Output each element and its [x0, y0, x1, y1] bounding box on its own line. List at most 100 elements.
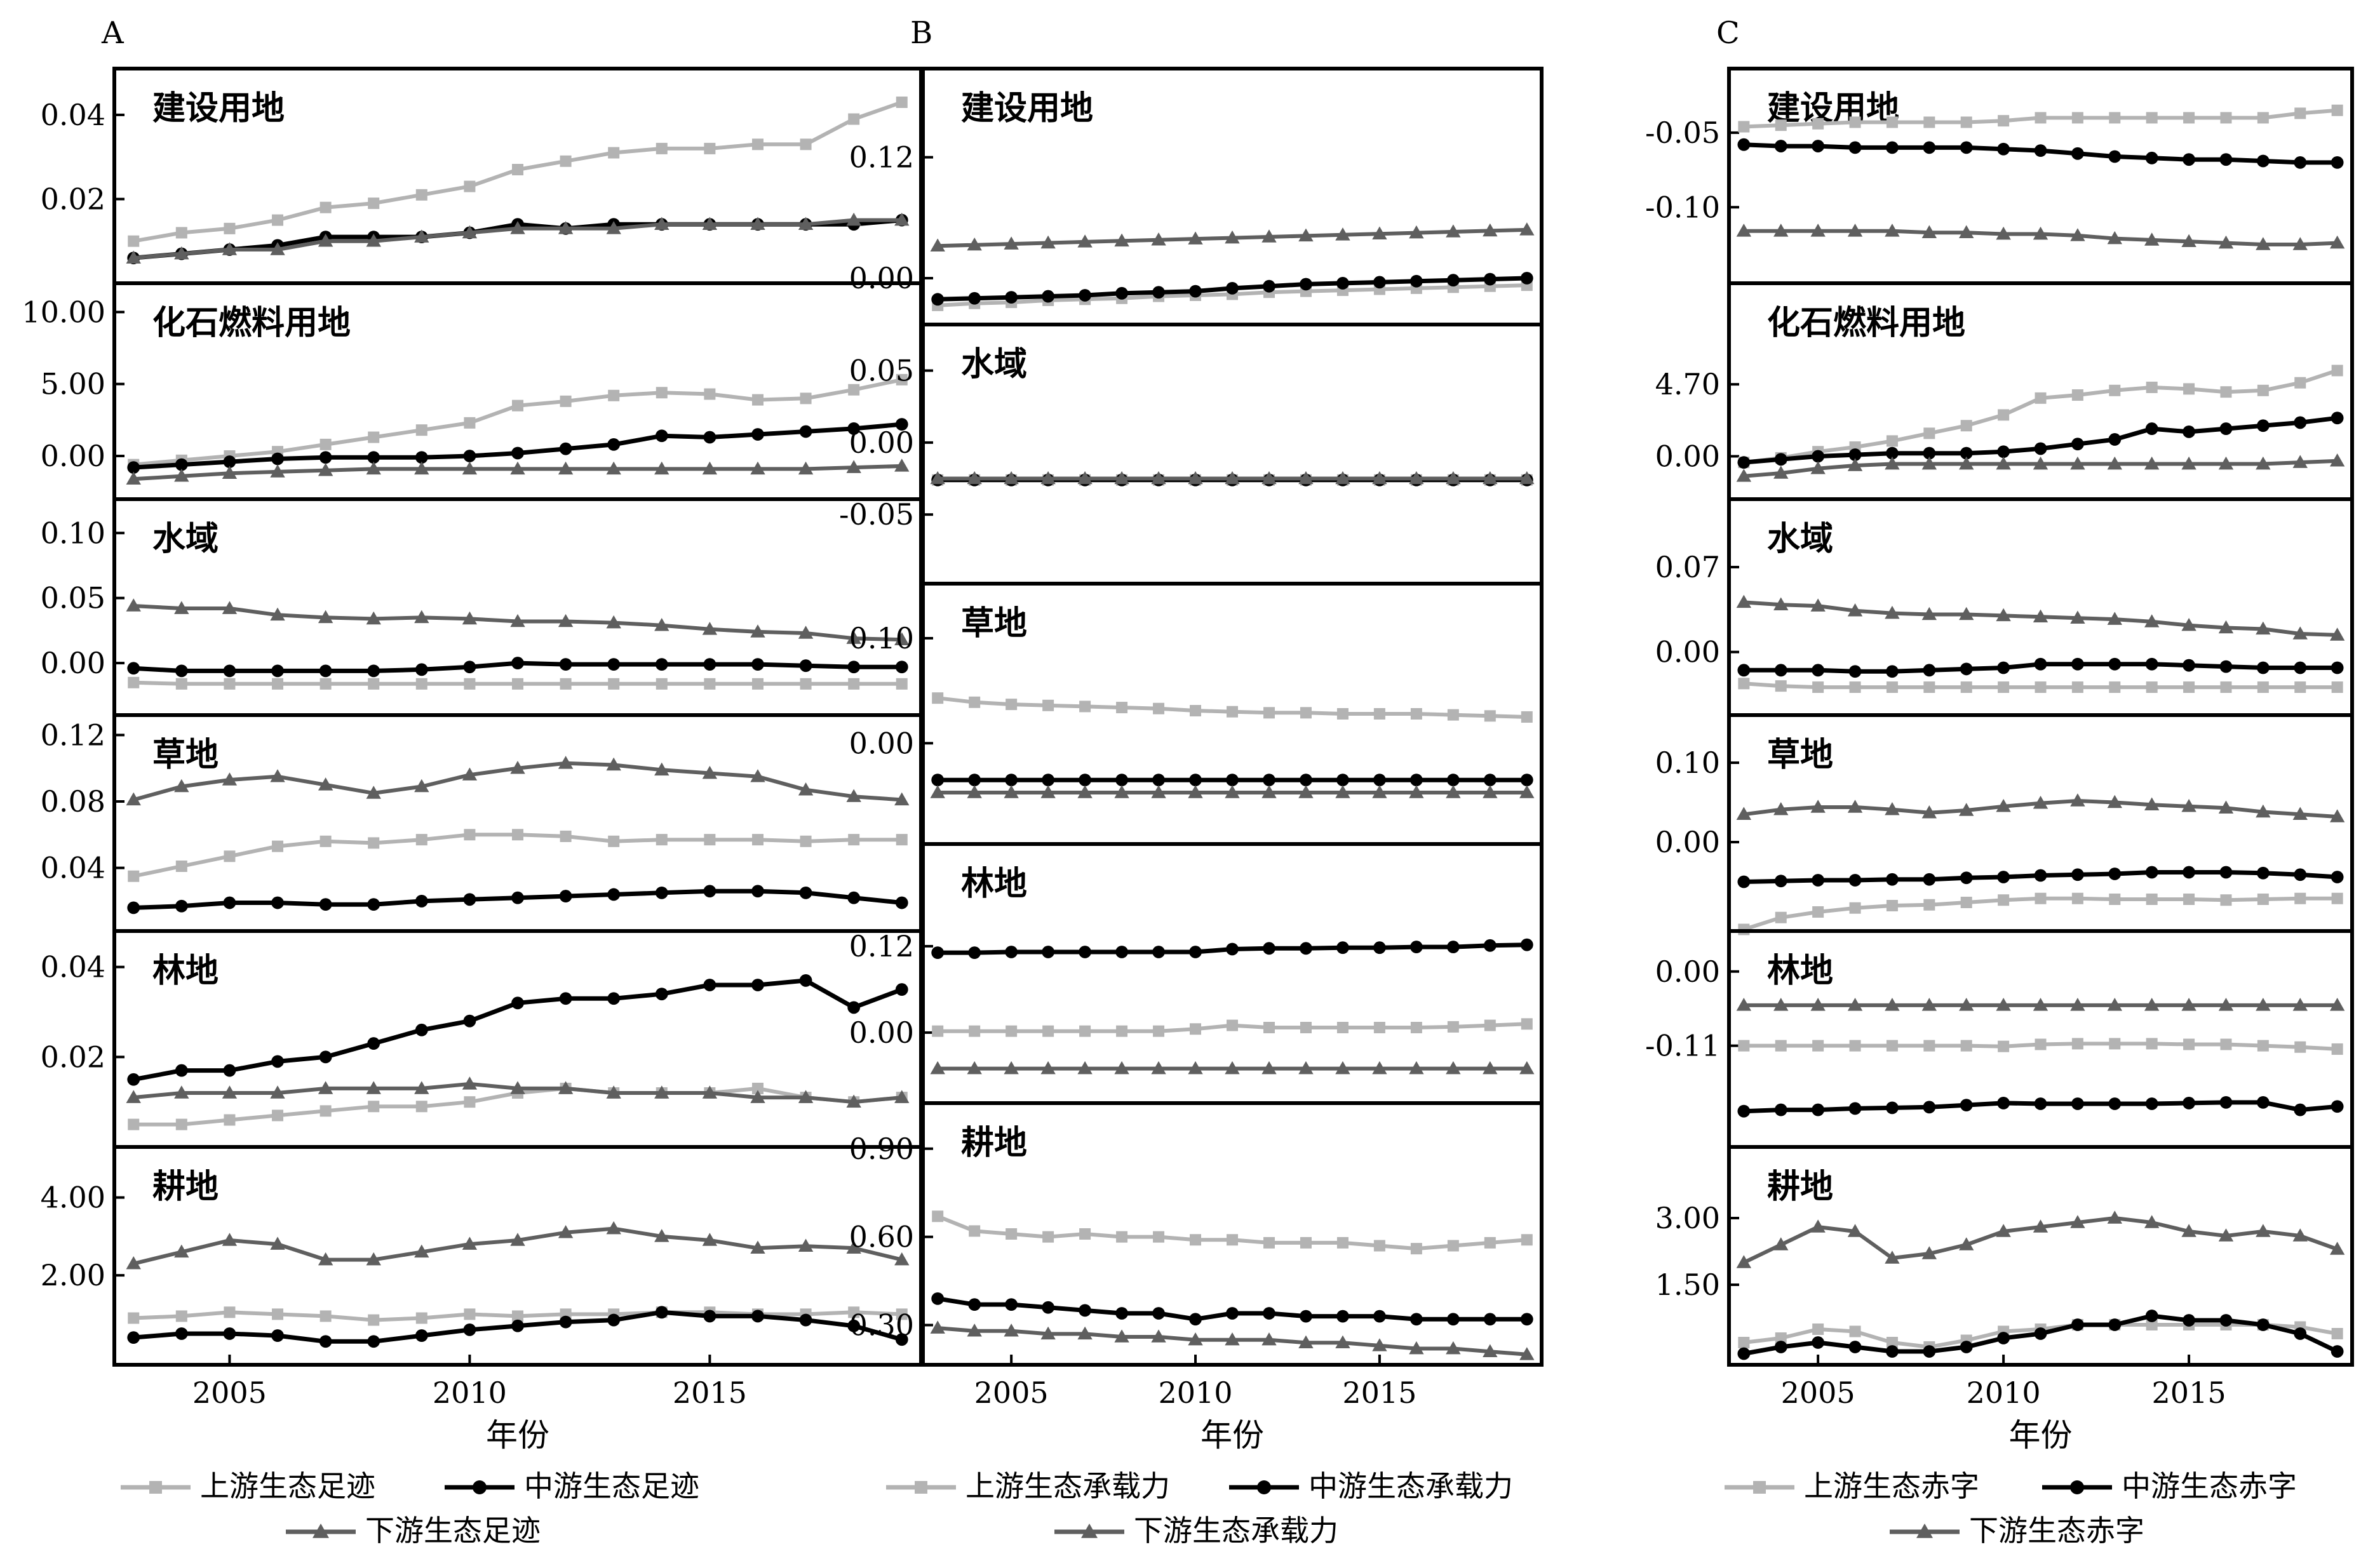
data-point-midstream	[2183, 866, 2195, 879]
data-point-downstream	[1519, 1347, 1535, 1360]
data-point-downstream	[1885, 224, 1900, 237]
data-point-midstream	[1848, 448, 1862, 461]
data-point-downstream	[1483, 1061, 1498, 1075]
data-point-upstream	[1190, 1023, 1202, 1035]
data-point-midstream	[2145, 657, 2158, 671]
data-point-midstream	[127, 461, 140, 474]
data-point-downstream	[1483, 223, 1498, 237]
data-point-midstream	[271, 1055, 284, 1068]
subplot-B-2: 水域 -0.05 0.00 0.05	[839, 323, 1544, 586]
data-point-upstream	[1923, 1040, 1935, 1052]
data-point-downstream	[2329, 809, 2345, 822]
data-point-midstream	[1520, 1313, 1533, 1326]
legend-marker-downstream	[1081, 1524, 1098, 1538]
data-point-upstream	[1227, 706, 1238, 718]
data-point-midstream	[655, 988, 668, 1001]
data-point-midstream	[2183, 1097, 2195, 1109]
data-point-midstream	[2071, 147, 2084, 160]
data-point-midstream	[1152, 286, 1165, 299]
data-point-midstream	[1886, 1101, 1899, 1115]
data-point-downstream	[2256, 1224, 2271, 1237]
data-point-upstream	[1998, 1040, 2010, 1052]
data-point-downstream	[1959, 225, 1974, 238]
data-point-upstream	[800, 138, 812, 151]
data-point-midstream	[559, 890, 572, 902]
data-point-downstream	[2218, 998, 2234, 1011]
data-point-downstream	[1372, 785, 1387, 798]
data-point-midstream	[2219, 422, 2233, 435]
data-point-upstream	[560, 395, 572, 407]
data-point-upstream	[1998, 115, 2010, 127]
data-point-upstream	[1336, 1236, 1349, 1249]
series-line-midstream	[1744, 415, 2338, 465]
data-point-upstream	[1079, 1228, 1091, 1240]
data-point-upstream	[2331, 681, 2343, 694]
data-point-upstream	[1812, 681, 1824, 694]
data-point-downstream	[1188, 231, 1203, 245]
data-point-midstream	[1923, 1101, 1936, 1114]
data-point-downstream	[1996, 998, 2011, 1011]
legend-label: 下游生态赤字	[1969, 1513, 2144, 1548]
data-point-midstream	[799, 1313, 812, 1327]
data-point-upstream	[272, 678, 284, 690]
data-point-downstream	[2033, 796, 2048, 809]
subplot-title: 水域	[152, 520, 219, 558]
data-point-midstream	[1886, 446, 1899, 460]
data-point-midstream	[223, 1064, 236, 1077]
data-point-midstream	[1115, 774, 1128, 787]
data-point-midstream	[1005, 946, 1018, 958]
data-point-midstream	[223, 455, 236, 468]
data-point-midstream	[559, 442, 572, 455]
data-point-midstream	[931, 774, 945, 787]
data-point-downstream	[1077, 1326, 1093, 1340]
data-point-downstream	[1298, 1335, 1314, 1349]
data-point-upstream	[512, 399, 523, 412]
data-point-upstream	[608, 678, 620, 690]
x-tick-label: 2015	[1342, 1376, 1416, 1410]
legend-marker-upstream	[149, 1481, 162, 1494]
data-point-upstream	[1263, 1236, 1275, 1249]
data-point-midstream	[2071, 868, 2084, 881]
chart-panel-A: A 建设用地 0.02 0.04 化石燃料用地 0.00 5.00 10.00 水域 0.00 0.…	[22, 15, 923, 1548]
data-point-downstream	[2033, 609, 2048, 623]
data-point-downstream	[174, 601, 189, 614]
data-point-downstream	[558, 613, 574, 627]
data-point-midstream	[1737, 456, 1751, 469]
data-point-upstream	[464, 1308, 476, 1320]
data-point-downstream	[654, 461, 669, 475]
data-point-upstream	[464, 678, 476, 690]
data-point-downstream	[1004, 1323, 1019, 1337]
data-point-downstream	[2144, 797, 2160, 811]
y-tick-label: 0.12	[849, 929, 914, 963]
data-point-midstream	[931, 1292, 945, 1305]
data-point-downstream	[174, 1085, 189, 1099]
data-point-downstream	[1188, 785, 1203, 798]
x-axis-title: 年份	[2009, 1417, 2073, 1454]
data-point-downstream	[2329, 627, 2345, 641]
data-point-midstream	[2145, 1097, 2158, 1110]
data-point-midstream	[895, 660, 908, 674]
data-point-downstream	[1519, 785, 1535, 798]
subplot-A-2: 化石燃料用地 0.00 5.00 10.00	[22, 281, 923, 501]
data-point-downstream	[2107, 998, 2122, 1011]
data-point-upstream	[1447, 709, 1459, 721]
data-point-downstream	[930, 1061, 945, 1075]
legend-item-upstream: 上游生态足迹	[121, 1469, 375, 1503]
data-point-midstream	[415, 663, 428, 676]
data-point-midstream	[2183, 659, 2195, 672]
data-point-downstream	[366, 611, 381, 625]
data-point-upstream	[751, 678, 764, 690]
data-point-upstream	[1521, 711, 1533, 723]
data-point-downstream	[1151, 785, 1166, 798]
data-point-midstream	[2108, 1097, 2122, 1110]
data-point-upstream	[2220, 386, 2232, 398]
data-point-midstream	[2219, 866, 2233, 879]
legend-label: 中游生态承载力	[1308, 1469, 1513, 1503]
data-point-upstream	[848, 384, 860, 396]
data-point-midstream	[559, 992, 572, 1005]
data-point-upstream	[2257, 681, 2269, 694]
data-point-downstream	[126, 250, 141, 264]
data-point-downstream	[2107, 231, 2122, 245]
data-point-downstream	[1810, 800, 1826, 813]
